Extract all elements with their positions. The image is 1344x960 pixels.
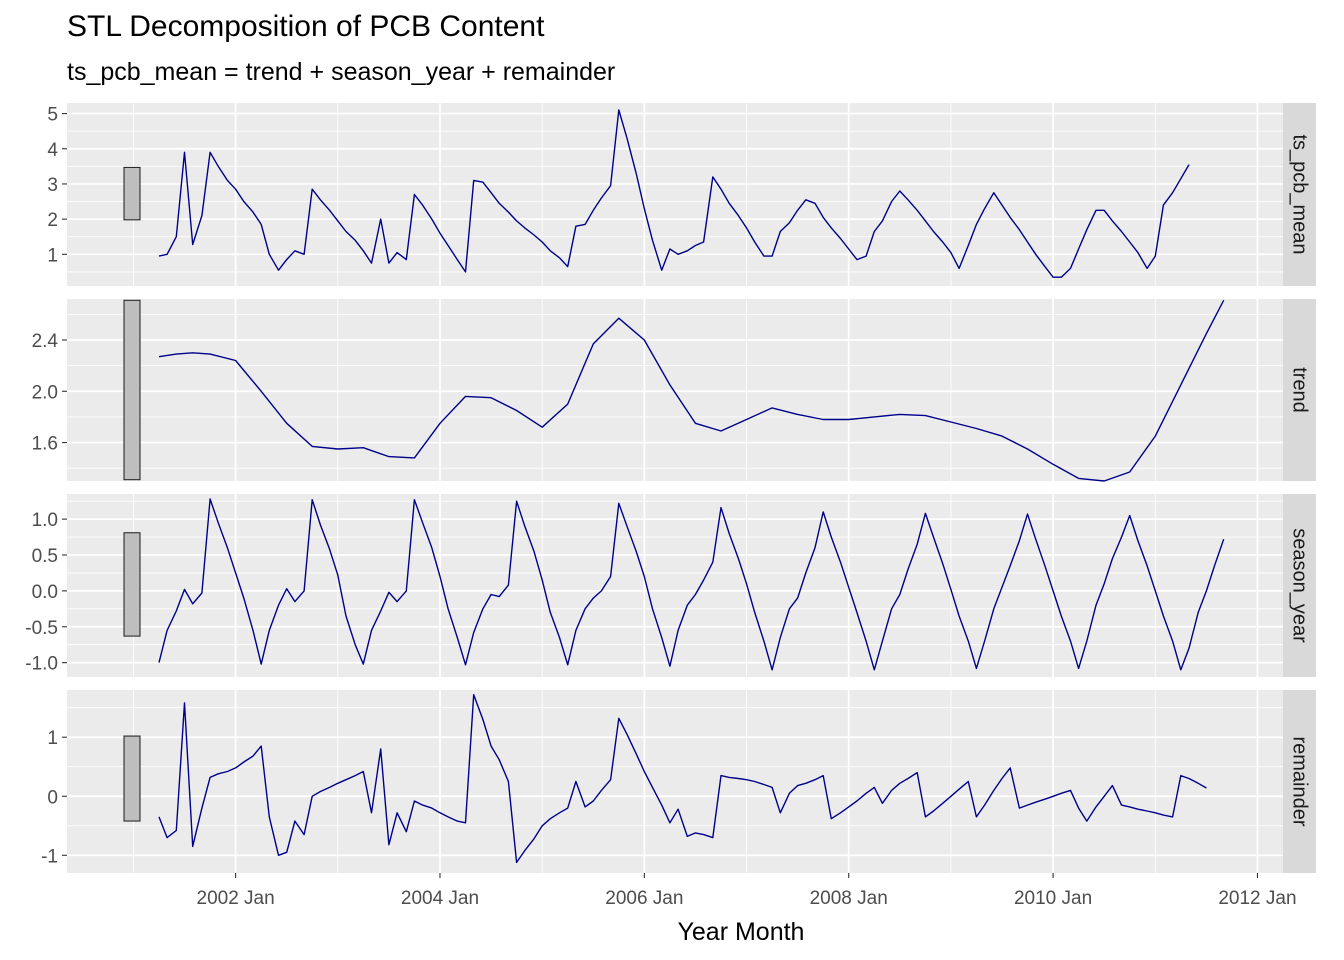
panel-remainder-y-tick-label: -1 — [41, 846, 58, 867]
x-tick-label: 2008 Jan — [810, 888, 888, 909]
panel-season-year-background — [67, 494, 1283, 677]
panel-season-year-series-line — [158, 498, 1225, 671]
panel-remainder-series-line — [158, 694, 1207, 864]
panel-ts-pcb-mean-background — [67, 103, 1283, 286]
panel-season-year-range-bar — [123, 532, 141, 637]
panel-trend-background — [67, 299, 1283, 481]
chart-title: STL Decomposition of PCB Content — [67, 10, 545, 43]
chart-subtitle: ts_pcb_mean = trend + season_year + rema… — [67, 58, 616, 86]
panel-trend-y-tick-label: 1.6 — [32, 434, 58, 455]
x-tick-label: 2002 Jan — [197, 888, 275, 909]
panel-season-year-strip — [1283, 494, 1316, 677]
panel-remainder-background — [67, 690, 1283, 873]
x-tick-label: 2006 Jan — [605, 888, 683, 909]
x-axis-title: Year Month — [678, 918, 805, 946]
panel-trend-range-bar — [123, 299, 141, 481]
x-tick-label: 2004 Jan — [401, 888, 479, 909]
panel-season-year-y-tick-label: 0.5 — [32, 546, 58, 567]
panel-ts-pcb-mean-range-bar — [123, 166, 141, 221]
panel-remainder-y-tick-label: 0 — [47, 787, 58, 808]
panel-season-year-y-tick-label: -1.0 — [25, 654, 58, 675]
panel-remainder-strip-label: remainder — [1289, 736, 1311, 826]
panel-season-year-y-tick-label: 1.0 — [32, 510, 58, 531]
panel-ts-pcb-mean-y-tick-label: 1 — [47, 245, 58, 266]
panel-trend-series-line — [158, 299, 1225, 482]
panel-trend-strip-label: trend — [1289, 367, 1311, 413]
panel-remainder-strip — [1283, 690, 1316, 873]
panel-season-year-y-tick-label: 0.0 — [32, 582, 58, 603]
x-tick-label: 2010 Jan — [1014, 888, 1092, 909]
panel-season-year-strip-label: season_year — [1289, 528, 1311, 643]
panel-ts-pcb-mean-y-tick-label: 3 — [47, 175, 58, 196]
panel-ts-pcb-mean-series-line — [158, 109, 1190, 278]
panel-season-year-y-tick-label: -0.5 — [25, 618, 58, 639]
panel-ts-pcb-mean-strip — [1283, 103, 1316, 286]
panel-trend-strip — [1283, 299, 1316, 481]
panel-remainder-range-bar — [123, 735, 141, 822]
panel-ts-pcb-mean-y-tick-label: 4 — [47, 140, 58, 161]
panel-ts-pcb-mean-y-tick-label: 5 — [47, 105, 58, 126]
panel-remainder-y-tick-label: 1 — [47, 728, 58, 749]
x-tick-label: 2012 Jan — [1218, 888, 1296, 909]
panel-trend-y-tick-label: 2.4 — [32, 331, 59, 352]
panel-ts-pcb-mean-strip-label: ts_pcb_mean — [1289, 134, 1311, 254]
panel-trend-y-tick-label: 2.0 — [32, 382, 58, 403]
panel-ts-pcb-mean-y-tick-label: 2 — [47, 210, 58, 231]
